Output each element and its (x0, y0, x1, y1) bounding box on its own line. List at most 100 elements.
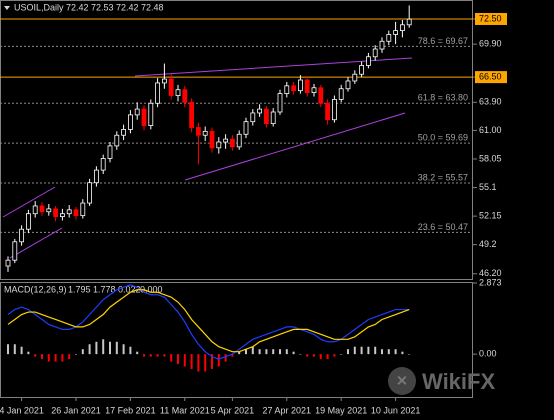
candle-body (53, 208, 58, 218)
histogram-bar (81, 349, 84, 355)
candle-body (5, 259, 11, 267)
candle-body (12, 241, 18, 261)
candle-body (311, 87, 317, 94)
histogram-bar (279, 349, 281, 355)
histogram-bar (217, 354, 220, 367)
histogram-bar (34, 354, 37, 357)
menu-arrow (4, 6, 10, 10)
histogram-bar (401, 351, 404, 355)
symbol-label: USOIL,Daily (14, 2, 64, 12)
candle-body (25, 213, 31, 230)
candle-body (304, 79, 310, 94)
fib-label: 50.0 = 59.69 (418, 132, 468, 142)
candle-body (80, 202, 86, 217)
histogram-bar (95, 341, 98, 355)
histogram-bar (285, 349, 288, 355)
x-tick-label: 19 May 2021 (315, 405, 367, 415)
quote-value: 72.48 (141, 2, 164, 12)
histogram-bar (163, 354, 166, 357)
histogram-bar (54, 354, 57, 362)
histogram-bar (183, 354, 186, 367)
histogram-bar (326, 354, 329, 360)
histogram-bar (88, 344, 91, 355)
candle-body (168, 78, 174, 96)
y-tick-label: 61.00 (479, 125, 502, 135)
histogram-bar (353, 346, 356, 355)
candle-body (121, 129, 126, 136)
candle-body (284, 85, 290, 94)
histogram-bar (251, 346, 254, 355)
histogram-bar (299, 354, 302, 355)
histogram-bar (61, 354, 64, 362)
y-tick-label: 2.873 (479, 277, 502, 287)
fib-label: 38.2 = 55.57 (418, 172, 468, 182)
indicator-value: 1.778 (93, 284, 116, 294)
x-tick-label: 27 Apr 2021 (263, 405, 312, 415)
macd-frame (0, 282, 473, 398)
indicator-value: 0.022 (118, 284, 141, 294)
indicator-line (7, 284, 410, 360)
candle-body (406, 18, 412, 26)
fib-label: 23.6 = 50.47 (418, 222, 468, 232)
candle-body (114, 134, 120, 147)
histogram-bar (367, 346, 370, 355)
candle-body (134, 108, 140, 116)
histogram-bar (333, 354, 336, 357)
indicator-title: MACD(12,26,9) (4, 284, 67, 294)
histogram-bar (292, 351, 295, 355)
y-tick-label: 55.1 (479, 182, 497, 192)
histogram-bar (204, 354, 207, 372)
candle-body (32, 205, 38, 215)
histogram-bar (129, 346, 132, 355)
candle-body (100, 158, 106, 171)
histogram-bar (360, 346, 363, 355)
histogram-bar (143, 354, 145, 357)
y-tick-label: 49.2 (479, 239, 497, 249)
quote-value: 72.53 (91, 2, 114, 12)
candle-body (127, 114, 133, 130)
candle-body (175, 89, 181, 96)
y-tick-label: 46.20 (479, 268, 502, 278)
candle-body (359, 65, 365, 75)
watermark: ✕ WikiFX (388, 367, 495, 395)
y-tick-label: 52.15 (479, 211, 502, 221)
histogram-bar (387, 349, 390, 355)
y-tick-label: 63.90 (479, 97, 502, 107)
histogram-bar (313, 354, 315, 357)
candle-body (325, 102, 331, 121)
candle-body (141, 108, 147, 126)
candle-body (372, 48, 378, 58)
histogram-bar (265, 349, 268, 355)
trendline (184, 112, 406, 181)
candle-body (399, 24, 405, 32)
candle-body (73, 209, 79, 217)
x-tick-label: 11 Mar 2021 (160, 405, 210, 415)
y-tick-label: 58.05 (479, 153, 502, 163)
candle-body (379, 40, 385, 50)
fib-label: 61.8 = 63.80 (418, 93, 468, 103)
y-tick-label: 69.90 (479, 39, 502, 49)
histogram-bar (136, 351, 139, 355)
histogram-bar (197, 354, 200, 372)
histogram-bar (75, 354, 77, 355)
candle-body (155, 82, 161, 104)
histogram-bar (190, 354, 193, 370)
histogram-bar (381, 349, 383, 355)
candle-body (250, 112, 256, 123)
x-tick-label: 26 Jan 2021 (51, 405, 101, 415)
histogram-bar (394, 349, 397, 355)
candle-body (189, 101, 195, 128)
price-frame (0, 0, 473, 280)
y-tick-highlight (475, 71, 507, 84)
candle-body (195, 127, 201, 136)
histogram-bar (68, 354, 71, 360)
trendline (9, 227, 63, 259)
trendline (134, 57, 413, 77)
histogram-bar (177, 354, 179, 365)
histogram-bar (27, 351, 30, 355)
y-tick-label: 66.50 (479, 71, 502, 81)
y-tick-label: 0.00 (479, 349, 497, 359)
candle-body (229, 138, 235, 148)
histogram-bar (170, 354, 173, 362)
